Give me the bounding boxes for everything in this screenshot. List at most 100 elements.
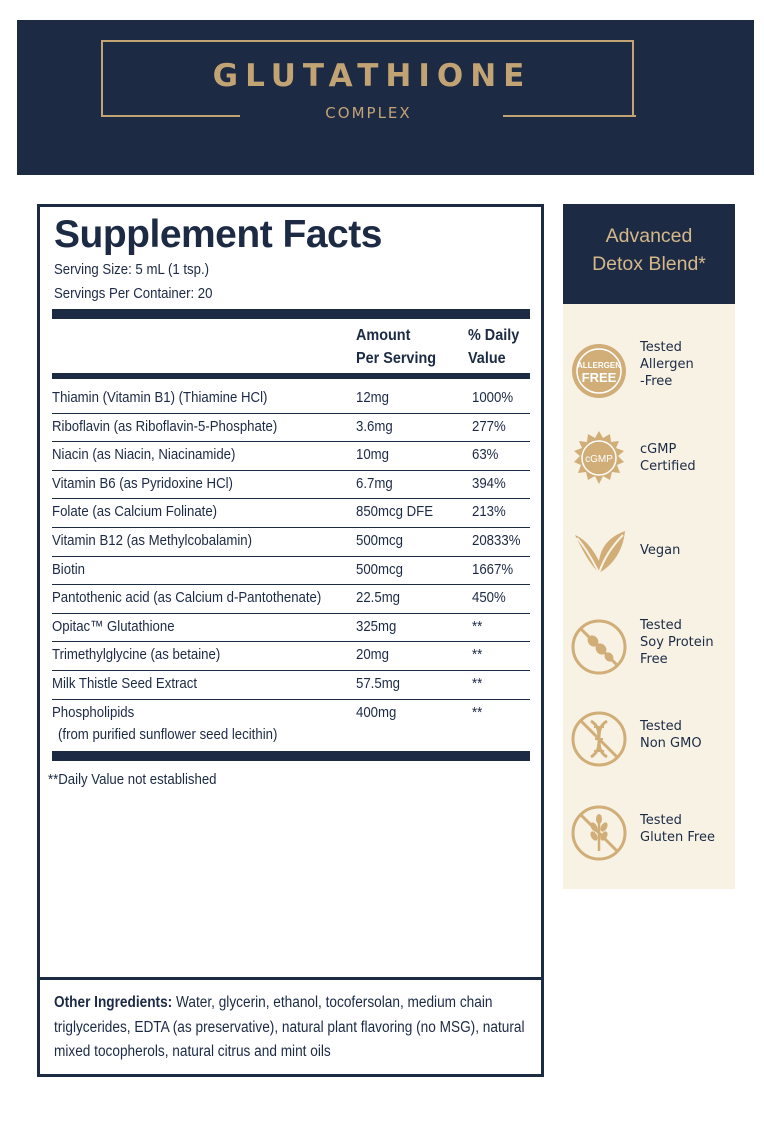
table-row: Pantothenic acid (as Calcium d-Pantothen… xyxy=(52,585,530,614)
badge-label: cGMP Certified xyxy=(640,441,696,475)
badge-label-line: Non GMO xyxy=(640,736,702,751)
table-row: Trimethylglycine (as betaine) 20mg ** xyxy=(52,642,530,671)
badge-label-line: Tested xyxy=(640,618,682,633)
badge-soy-free: Tested Soy Protein Free xyxy=(563,612,735,682)
badge-label-line: Tested xyxy=(640,719,682,734)
allergen-icon-text: ALLERGEN xyxy=(577,361,621,370)
allergen-free-icon: ALLERGEN FREE xyxy=(572,344,626,398)
row-daily-value: 213% xyxy=(472,503,506,521)
row-amount: 57.5mg xyxy=(356,674,401,692)
column-header-daily-value: % Daily Value xyxy=(468,324,519,370)
badge-cgmp: cGMP cGMP Certified xyxy=(563,424,735,494)
serving-size: Serving Size: 5 mL (1 tsp.) xyxy=(54,261,210,278)
detox-blend-heading: Advanced Detox Blend* xyxy=(563,204,735,304)
other-ingredients-divider xyxy=(40,977,541,980)
header-banner xyxy=(17,20,754,175)
row-ingredient-detail: (from purified sunflower seed lecithin) xyxy=(58,725,278,743)
brand-title: GLUTATHIONE xyxy=(212,58,532,94)
badge-gluten-free: Tested Gluten Free xyxy=(563,798,735,868)
row-amount: 850mcg DFE xyxy=(356,503,434,521)
row-amount: 10mg xyxy=(356,446,390,464)
other-ingredients-label: Other Ingredients: xyxy=(54,994,173,1011)
row-ingredient: Folate (as Calcium Folinate) xyxy=(52,503,218,521)
badge-label-line: Free xyxy=(640,652,668,667)
allergen-icon-free-text: FREE xyxy=(582,370,617,385)
row-ingredient: Biotin xyxy=(52,560,86,578)
supplement-facts-panel: Supplement Facts Serving Size: 5 mL (1 t… xyxy=(37,204,544,1077)
table-row: Riboflavin (as Riboflavin-5-Phosphate) 3… xyxy=(52,414,530,443)
row-amount: 22.5mg xyxy=(356,589,401,607)
non-gmo-icon xyxy=(571,711,627,767)
row-ingredient: Trimethylglycine (as betaine) xyxy=(52,646,221,664)
badge-allergen-free: ALLERGEN FREE Tested Allergen -Free xyxy=(563,336,735,406)
row-ingredient: Opitac™ Glutathione xyxy=(52,617,175,635)
row-daily-value: 63% xyxy=(472,446,499,464)
column-header-amount-line2: Per Serving xyxy=(356,350,437,367)
badge-label-line: -Free xyxy=(640,374,673,389)
table-row: Vitamin B6 (as Pyridoxine HCl) 6.7mg 394… xyxy=(52,471,530,500)
badge-label: Tested Non GMO xyxy=(640,718,702,752)
badge-vegan: Vegan xyxy=(563,516,735,586)
soy-free-icon xyxy=(571,619,627,675)
badge-label-line: Allergen xyxy=(640,357,694,372)
brand-frame-left-line xyxy=(101,115,240,117)
column-header-dv-line2: Value xyxy=(468,350,506,367)
row-ingredient: Thiamin (Vitamin B1) (Thiamine HCl) xyxy=(52,389,268,406)
table-row: Phospholipids (from purified sunflower s… xyxy=(52,700,530,752)
detox-heading-line1: Advanced xyxy=(605,225,693,247)
vegan-leaf-icon xyxy=(575,531,625,574)
facts-top-bar xyxy=(52,309,530,319)
row-amount: 6.7mg xyxy=(356,474,393,492)
cgmp-seal-icon: cGMP xyxy=(574,431,624,484)
badge-label-line: Certified xyxy=(640,459,696,474)
cgmp-icon-text: cGMP xyxy=(585,454,613,465)
row-amount: 20mg xyxy=(356,646,390,664)
row-daily-value: 450% xyxy=(472,589,506,607)
gluten-free-icon xyxy=(571,805,627,861)
detox-heading-line2: Detox Blend* xyxy=(592,253,706,275)
badge-label-line: cGMP xyxy=(640,442,677,457)
row-daily-value: ** xyxy=(472,646,483,664)
row-daily-value: 1000% xyxy=(472,389,514,406)
brand-subtitle: COMPLEX xyxy=(325,104,412,122)
badge-label-line: Tested xyxy=(640,340,682,355)
badge-label: Tested Gluten Free xyxy=(640,812,715,846)
row-ingredient: Milk Thistle Seed Extract xyxy=(52,674,198,692)
table-row: Folate (as Calcium Folinate) 850mcg DFE … xyxy=(52,499,530,528)
table-row: Opitac™ Glutathione 325mg ** xyxy=(52,614,530,643)
daily-value-footnote: **Daily Value not established xyxy=(48,771,217,788)
row-ingredient: Niacin (as Niacin, Niacinamide) xyxy=(52,446,236,464)
facts-header-bar xyxy=(52,373,530,379)
facts-title: Supplement Facts xyxy=(54,213,382,256)
row-amount: 500mcg xyxy=(356,531,403,549)
row-daily-value: ** xyxy=(472,617,483,635)
servings-per-container: Servings Per Container: 20 xyxy=(54,285,213,302)
row-ingredient: Phospholipids xyxy=(52,703,135,721)
badge-label: Vegan xyxy=(640,543,681,558)
column-header-amount-line1: Amount xyxy=(356,327,411,344)
badge-label-line: Soy Protein xyxy=(640,635,714,650)
row-daily-value: 1667% xyxy=(472,560,514,578)
row-ingredient: Riboflavin (as Riboflavin-5-Phosphate) xyxy=(52,417,278,435)
row-ingredient: Vitamin B6 (as Pyridoxine HCl) xyxy=(52,474,233,492)
badge-non-gmo: Tested Non GMO xyxy=(563,704,735,774)
row-amount: 3.6mg xyxy=(356,417,393,435)
row-daily-value: 277% xyxy=(472,417,506,435)
row-amount: 500mcg xyxy=(356,560,403,578)
certifications-panel: ALLERGEN FREE Tested Allergen -Free cGMP… xyxy=(563,304,735,889)
row-daily-value: 20833% xyxy=(472,531,521,549)
table-row: Milk Thistle Seed Extract 57.5mg ** xyxy=(52,671,530,700)
facts-table: Thiamin (Vitamin B1) (Thiamine HCl) 12mg… xyxy=(52,385,530,752)
other-ingredients: Other Ingredients: Water, glycerin, etha… xyxy=(54,991,529,1065)
table-row: Thiamin (Vitamin B1) (Thiamine HCl) 12mg… xyxy=(52,385,530,414)
badge-label-line: Tested xyxy=(640,813,682,828)
brand-frame-right-line xyxy=(503,115,636,117)
row-amount: 325mg xyxy=(356,617,397,635)
row-ingredient: Vitamin B12 (as Methylcobalamin) xyxy=(52,531,253,549)
column-header-dv-line1: % Daily xyxy=(468,327,520,344)
row-daily-value: ** xyxy=(472,674,483,692)
row-amount: 400mg xyxy=(356,703,397,721)
row-daily-value: ** xyxy=(472,703,483,721)
badge-label: Tested Allergen -Free xyxy=(640,339,694,390)
badge-label: Tested Soy Protein Free xyxy=(640,617,714,668)
